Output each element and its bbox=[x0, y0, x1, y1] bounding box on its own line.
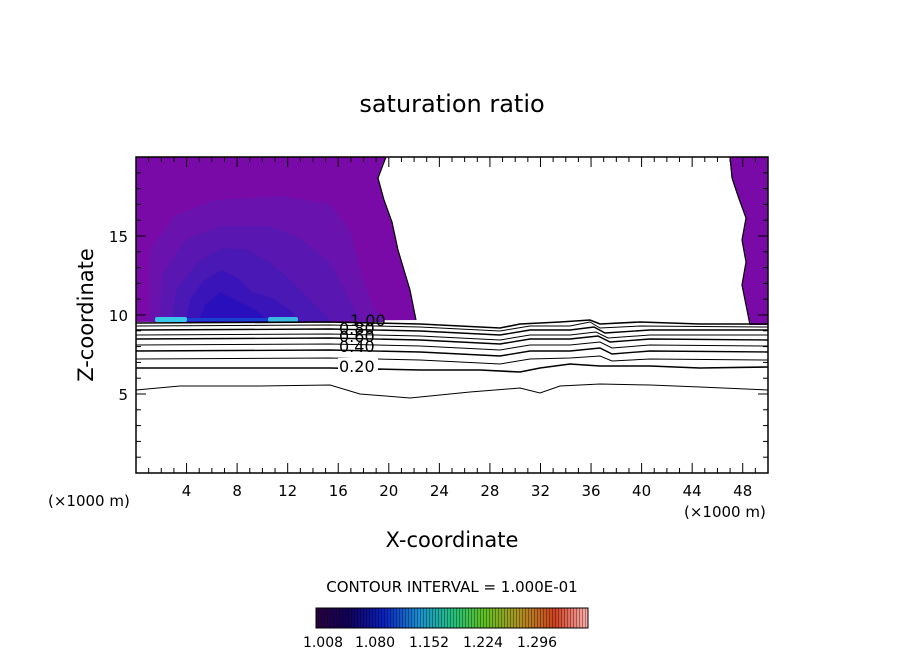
x-tick-label: 36 bbox=[581, 482, 600, 500]
contour-interval-label: CONTOUR INTERVAL = 1.000E-01 bbox=[326, 578, 577, 596]
x-axis-label: X-coordinate bbox=[386, 528, 519, 552]
contour-line-0-30 bbox=[136, 355, 768, 365]
contour-line-0-60 bbox=[136, 335, 768, 345]
contour-fill-group bbox=[136, 157, 768, 325]
x-tick-label: 32 bbox=[531, 482, 550, 500]
contour-line-0-70 bbox=[136, 331, 768, 341]
colorbar-frame bbox=[315, 607, 589, 629]
x-tick-label: 16 bbox=[329, 482, 348, 500]
contour-line-1-00 bbox=[136, 319, 768, 329]
x-tick-label: 12 bbox=[278, 482, 297, 500]
contour-line-0-80 bbox=[136, 326, 768, 336]
contour-label-0-60: 0.60 bbox=[339, 327, 375, 346]
contour-line-0-40 bbox=[136, 347, 768, 357]
y-tick-label: 10 bbox=[109, 307, 128, 325]
y-tick-label: 5 bbox=[118, 386, 128, 404]
chart-title: saturation ratio bbox=[359, 90, 544, 118]
x-unit-left: (×1000 m) bbox=[48, 492, 130, 510]
x-axis-ticks: 4 8 12 16 20 24 28 32 36 40 44 48 bbox=[148, 157, 756, 500]
contour-labels: 0.20 0.40 0.60 0.80 1.00 bbox=[338, 311, 386, 376]
x-tick-label: 48 bbox=[733, 482, 752, 500]
y-tick-label: 15 bbox=[109, 228, 128, 246]
contour-highlight-right bbox=[268, 317, 298, 322]
x-tick-label: 24 bbox=[430, 482, 449, 500]
contour-fill-level-6 bbox=[198, 292, 270, 322]
contour-line-0-20 bbox=[136, 363, 768, 373]
y-axis-label: Z-coordinate bbox=[74, 248, 98, 382]
contour-line-0-90 bbox=[136, 321, 768, 332]
colorbar-stripes bbox=[316, 608, 588, 628]
colorbar-tick-label: 1.152 bbox=[409, 635, 449, 651]
x-tick-label: 28 bbox=[480, 482, 499, 500]
contour-fill-right bbox=[730, 157, 768, 325]
colorbar-tick-label: 1.080 bbox=[355, 635, 395, 651]
contour-line-0-10 bbox=[136, 383, 768, 399]
contour-label-0-20: 0.20 bbox=[339, 357, 375, 376]
contour-line-boundary-left bbox=[377, 157, 417, 321]
x-tick-label: 4 bbox=[182, 482, 192, 500]
x-tick-label: 40 bbox=[632, 482, 651, 500]
colorbar-tick-label: 1.008 bbox=[303, 635, 343, 651]
x-tick-label: 8 bbox=[232, 482, 242, 500]
colorbar-tick-label: 1.224 bbox=[463, 635, 503, 651]
colorbar-tick-labels: 1.008 1.080 1.152 1.224 1.296 bbox=[303, 635, 557, 651]
contour-label-1-00: 1.00 bbox=[350, 311, 386, 330]
x-unit-right: (×1000 m) bbox=[684, 503, 766, 521]
contour-line-0-50 bbox=[136, 341, 768, 351]
contour-label-0-80: 0.80 bbox=[339, 319, 375, 338]
x-tick-label: 44 bbox=[683, 482, 702, 500]
contour-highlight-left bbox=[155, 317, 187, 322]
colorbar-tick-label: 1.296 bbox=[517, 635, 557, 651]
y-axis-ticks: 5 10 15 bbox=[109, 172, 768, 458]
x-tick-label: 20 bbox=[379, 482, 398, 500]
colorbar bbox=[315, 607, 589, 629]
contour-highlight-mid bbox=[187, 318, 268, 321]
contour-label-0-40: 0.40 bbox=[339, 337, 375, 356]
contour-line-boundary-right bbox=[729, 157, 751, 326]
